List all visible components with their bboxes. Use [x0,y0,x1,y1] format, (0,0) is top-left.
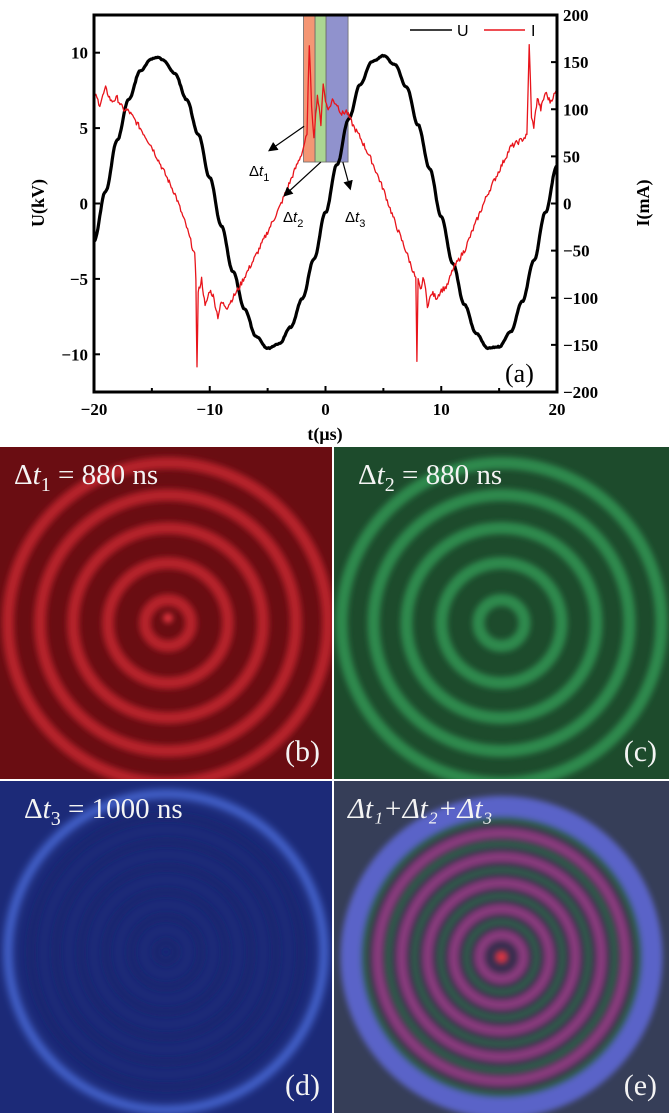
ring [2,457,332,779]
ring [4,790,328,1113]
ring [78,864,254,1040]
y-left-tick-label: −5 [70,270,88,289]
panel-label-e: (e) [623,1069,657,1102]
ring [437,892,566,1022]
y-left-tick-label: −10 [61,345,88,364]
ring [435,557,568,689]
y-left-axis-title: U(kV) [28,179,49,227]
ring [463,918,540,996]
y-right-tick-label: 0 [563,195,572,214]
ring [373,828,630,1086]
series-line-u [93,53,559,351]
annotation-label-dt3: Δt3 [345,209,365,230]
panel-label-c: (c) [623,735,657,768]
y-right-axis-title: I(mA) [633,180,654,227]
image-panel-e: Δt₁+Δt₂+Δt₃ (e) [334,781,669,1113]
ring-pattern-d [4,790,328,1113]
y-left-tick-label: 0 [80,195,89,214]
panel-label-b: (b) [285,735,320,768]
ring-pattern-c [335,457,668,779]
y-right-tick-label: 150 [563,53,589,72]
ring [340,796,663,1113]
center-spot [163,613,173,623]
ring [102,557,234,689]
x-axis-title: t(μs) [307,424,342,445]
ring-pattern-b [2,457,332,779]
annotation-arrow-dt1 [268,125,305,152]
y-right-tick-label: −100 [563,289,598,308]
ring [385,840,618,1074]
ring [53,839,279,1065]
y-left-tick-label: 5 [80,119,89,138]
voltage-current-chart: −20 −10 0 10 20−10−50510−200−150−100−5005010… [28,6,654,445]
ring [335,457,668,779]
ring [367,489,636,757]
ring [67,522,269,724]
ring [472,594,531,652]
shaded-region-dt3 [325,14,349,163]
ring [103,889,229,1015]
panel-label-d: (d) [285,1069,320,1102]
ring [139,594,197,652]
image-panel-c: Δt2 = 880 ns (c) [334,447,669,779]
y-right-tick-label: 100 [563,100,589,119]
x-tick-label: 10 [433,400,450,419]
ring-pattern-e [340,796,663,1113]
ring [411,866,592,1048]
ring [397,852,606,1062]
ring [400,522,603,724]
panel-title-d: Δt3 = 1000 ns [24,793,183,830]
annotation-arrow-dt3 [342,161,353,191]
y-right-tick-label: 200 [563,6,589,25]
x-tick-label: −10 [196,400,223,419]
annotation-label-dt2: Δt2 [283,209,303,230]
image-panel-d: Δt3 = 1000 ns (d) [0,781,332,1113]
ring [34,489,302,757]
annotation-label-dt1: Δt1 [249,163,269,184]
ring [449,904,554,1010]
annotation-arrow-dt2 [283,161,322,197]
x-tick-label: −20 [81,400,108,419]
x-tick-label: 0 [321,400,330,419]
panel-label-a: (a) [505,359,534,388]
legend-label-i: I [531,23,535,40]
y-right-tick-label: −200 [563,383,598,402]
ring [475,930,528,984]
y-right-tick-label: −50 [563,242,590,261]
ring [153,939,179,965]
y-left-tick-label: 10 [71,44,88,63]
ring [423,878,580,1036]
legend: U I [410,23,535,40]
panel-title-e: Δt₁+Δt₂+Δt₃ [348,793,493,825]
panel-title-c: Δt2 = 880 ns [358,459,503,496]
y-right-tick-label: 50 [563,147,580,166]
ring [128,914,204,990]
series-line-i [93,44,558,368]
panel-title-b: Δt1 = 880 ns [14,459,159,496]
ring [361,816,642,1098]
center-spot [496,952,507,962]
image-panel-b: Δt1 = 880 ns (b) [0,447,332,779]
y-right-tick-label: −150 [563,336,598,355]
legend-label-u: U [457,23,469,40]
x-tick-label: 20 [549,400,566,419]
ring [28,814,304,1090]
